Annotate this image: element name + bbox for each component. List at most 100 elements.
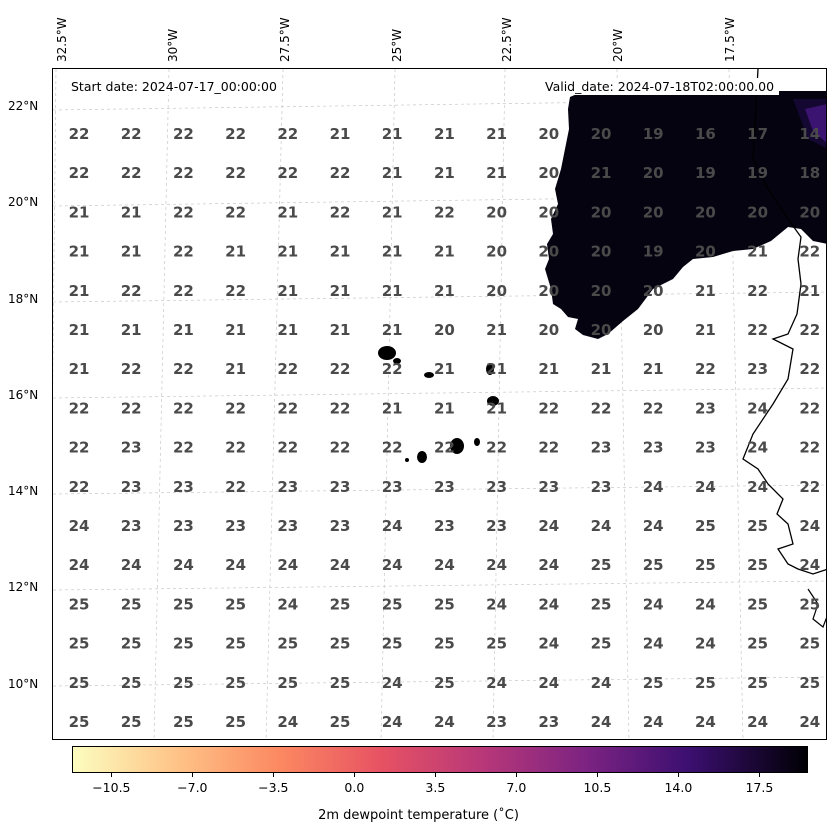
grid-value: 20 bbox=[591, 125, 612, 143]
grid-value: 20 bbox=[747, 203, 768, 221]
grid-value: 19 bbox=[643, 125, 664, 143]
cape-verde-islands bbox=[378, 346, 499, 463]
grid-value: 24 bbox=[538, 635, 559, 653]
grid-value: 21 bbox=[591, 164, 612, 182]
grid-value: 24 bbox=[434, 556, 455, 574]
grid-value: 25 bbox=[330, 635, 351, 653]
grid-value: 24 bbox=[643, 595, 664, 613]
grid-value: 25 bbox=[695, 556, 716, 574]
grid-value: 25 bbox=[591, 635, 612, 653]
grid-value: 21 bbox=[382, 399, 403, 417]
grid-value: 22 bbox=[643, 399, 664, 417]
grid-value: 21 bbox=[695, 321, 716, 339]
grid-value: 21 bbox=[434, 164, 455, 182]
grid-value: 20 bbox=[538, 282, 559, 300]
grid-value: 21 bbox=[486, 164, 507, 182]
grid-value: 19 bbox=[643, 243, 664, 261]
grid-value: 24 bbox=[277, 713, 298, 731]
grid-value: 23 bbox=[173, 517, 194, 535]
map-canvas: 22 22 22 22 22 21 21 21 21 20 20 19 16 17 14 22 22 22 22 22… bbox=[53, 69, 826, 739]
grid-value: 22 bbox=[173, 399, 194, 417]
grid-value: 22 bbox=[330, 439, 351, 457]
grid-value: 21 bbox=[69, 282, 90, 300]
grid-value: 24 bbox=[799, 556, 820, 574]
colorbar bbox=[72, 746, 808, 773]
grid-value: 24 bbox=[695, 478, 716, 496]
grid-value: 22 bbox=[173, 243, 194, 261]
grid-value: 25 bbox=[382, 595, 403, 613]
grid-value: 25 bbox=[225, 674, 246, 692]
colorbar-tick-label: 3.5 bbox=[425, 780, 446, 795]
colorbar-tick-label: 17.5 bbox=[745, 780, 774, 795]
grid-value: 20 bbox=[695, 203, 716, 221]
grid-value: 24 bbox=[486, 556, 507, 574]
grid-value: 22 bbox=[69, 439, 90, 457]
lat-label: 18°N bbox=[8, 292, 39, 306]
grid-value: 25 bbox=[747, 556, 768, 574]
grid-value: 21 bbox=[225, 321, 246, 339]
grid-value: 24 bbox=[538, 556, 559, 574]
grid-value: 21 bbox=[486, 125, 507, 143]
grid-value: 20 bbox=[538, 243, 559, 261]
grid-value: 25 bbox=[747, 595, 768, 613]
colorbar-tick-label: −7.0 bbox=[177, 780, 208, 795]
grid-value: 22 bbox=[69, 399, 90, 417]
grid-value: 25 bbox=[69, 595, 90, 613]
colorbar-tick bbox=[273, 773, 275, 777]
grid-value: 22 bbox=[173, 282, 194, 300]
grid-value: 22 bbox=[277, 125, 298, 143]
grid-value: 25 bbox=[173, 635, 194, 653]
grid-value: 24 bbox=[799, 713, 820, 731]
grid-value: 21 bbox=[486, 399, 507, 417]
lat-label: 22°N bbox=[8, 99, 39, 113]
grid-value: 25 bbox=[121, 713, 142, 731]
grid-value: 21 bbox=[121, 321, 142, 339]
grid-value: 21 bbox=[799, 282, 820, 300]
grid-value: 21 bbox=[486, 321, 507, 339]
grid-value: 24 bbox=[591, 713, 612, 731]
grid-value: 22 bbox=[799, 478, 820, 496]
grid-value: 25 bbox=[382, 635, 403, 653]
lon-label: 22.5°W bbox=[500, 17, 514, 62]
grid-value: 20 bbox=[538, 164, 559, 182]
grid-value: 25 bbox=[434, 595, 455, 613]
grid-value: 24 bbox=[382, 517, 403, 535]
grid-value: 23 bbox=[695, 439, 716, 457]
grid-value: 25 bbox=[330, 713, 351, 731]
grid-value: 21 bbox=[643, 360, 664, 378]
colorbar-tick bbox=[516, 773, 518, 777]
grid-value: 23 bbox=[225, 517, 246, 535]
grid-value: 17 bbox=[747, 125, 768, 143]
lat-label: 10°N bbox=[8, 677, 39, 691]
grid-value: 24 bbox=[695, 595, 716, 613]
grid-value: 24 bbox=[591, 517, 612, 535]
grid-value: 24 bbox=[277, 556, 298, 574]
grid-value: 24 bbox=[538, 674, 559, 692]
grid-value: 24 bbox=[382, 556, 403, 574]
colorbar-tick-label: −10.5 bbox=[92, 780, 131, 795]
grid-value: 23 bbox=[434, 517, 455, 535]
grid-value: 25 bbox=[799, 595, 820, 613]
grid-value: 20 bbox=[538, 125, 559, 143]
lon-label: 27.5°W bbox=[278, 17, 292, 62]
grid-value: 21 bbox=[277, 321, 298, 339]
grid-value: 25 bbox=[225, 713, 246, 731]
grid-value: 24 bbox=[121, 556, 142, 574]
lat-label: 16°N bbox=[8, 388, 39, 402]
grid-value: 20 bbox=[695, 243, 716, 261]
grid-value: 24 bbox=[747, 439, 768, 457]
grid-value: 24 bbox=[747, 713, 768, 731]
grid-value: 22 bbox=[225, 203, 246, 221]
grid-value: 25 bbox=[173, 595, 194, 613]
grid-value: 24 bbox=[643, 713, 664, 731]
grid-value: 22 bbox=[121, 360, 142, 378]
dewpoint-grid-values: 22 22 22 22 22 21 21 21 21 20 20 19 16 17 14 22 22 22 22 22… bbox=[69, 125, 821, 731]
grid-value: 20 bbox=[643, 282, 664, 300]
grid-value: 24 bbox=[382, 713, 403, 731]
grid-value: 25 bbox=[225, 595, 246, 613]
grid-value: 23 bbox=[486, 478, 507, 496]
grid-value: 22 bbox=[173, 203, 194, 221]
grid-value: 24 bbox=[434, 713, 455, 731]
grid-value: 22 bbox=[173, 125, 194, 143]
grid-value: 25 bbox=[121, 595, 142, 613]
